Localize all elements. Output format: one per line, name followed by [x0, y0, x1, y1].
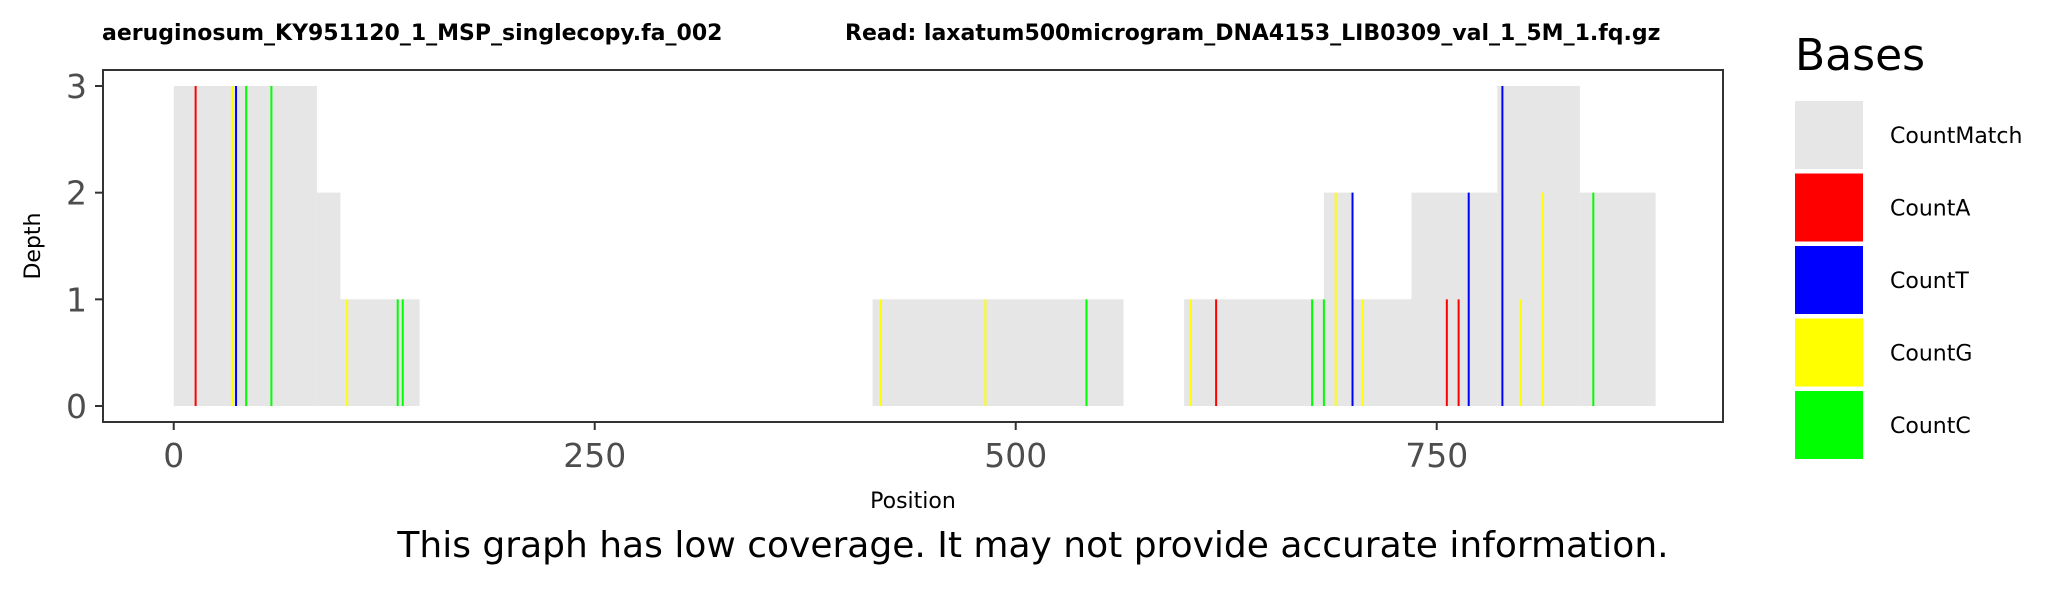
- coverage-bar: [340, 299, 420, 406]
- coverage-bar: [1323, 192, 1353, 406]
- legend-label: CountC: [1890, 414, 1971, 439]
- legend-key-CountA: [1795, 173, 1863, 242]
- x-tick-label: 500: [984, 436, 1047, 475]
- coverage-bar: [1411, 192, 1498, 406]
- y-tick-label: 2: [66, 174, 87, 213]
- legend-title: Bases: [1795, 30, 1925, 81]
- coverage-bar: [872, 299, 1124, 406]
- legend-key-CountMatch: [1795, 101, 1863, 169]
- legend-label: CountMatch: [1890, 124, 2022, 149]
- coverage-bar: [1497, 86, 1580, 406]
- coverage-chart: aeruginosum_KY951120_1_MSP_singlecopy.fa…: [21, 21, 2022, 514]
- legend-key-CountC: [1795, 391, 1863, 459]
- y-axis-label: Depth: [21, 212, 46, 279]
- axes: 0 250 500 750 0 1 2 3: [66, 67, 1468, 475]
- legend: CountMatch CountA CountT CountG CountC: [1795, 101, 2022, 459]
- y-tick-label: 1: [66, 280, 87, 319]
- x-tick-label: 750: [1405, 436, 1468, 475]
- coverage-bar: [316, 192, 341, 406]
- coverage-bar: [1579, 192, 1656, 406]
- coverage-bar: [1184, 299, 1324, 406]
- legend-key-CountT: [1795, 246, 1863, 314]
- plot-area: [173, 86, 1656, 406]
- y-tick-label: 3: [66, 67, 87, 106]
- chart-title-read: Read: laxatum500microgram_DNA4153_LIB030…: [845, 21, 1660, 46]
- chart-title-reference: aeruginosum_KY951120_1_MSP_singlecopy.fa…: [102, 21, 722, 46]
- legend-label: CountG: [1890, 342, 1972, 367]
- legend-label: CountA: [1890, 197, 1970, 222]
- x-axis-label: Position: [870, 489, 956, 514]
- y-tick-label: 0: [66, 387, 87, 426]
- coverage-bar: [1352, 299, 1412, 406]
- x-tick-label: 0: [163, 436, 184, 475]
- legend-label: CountT: [1890, 269, 1969, 294]
- low-coverage-warning: This graph has low coverage. It may not …: [397, 525, 1669, 566]
- plot-panel-border: [102, 69, 1724, 423]
- x-tick-label: 250: [563, 436, 626, 475]
- legend-key-CountG: [1795, 318, 1863, 387]
